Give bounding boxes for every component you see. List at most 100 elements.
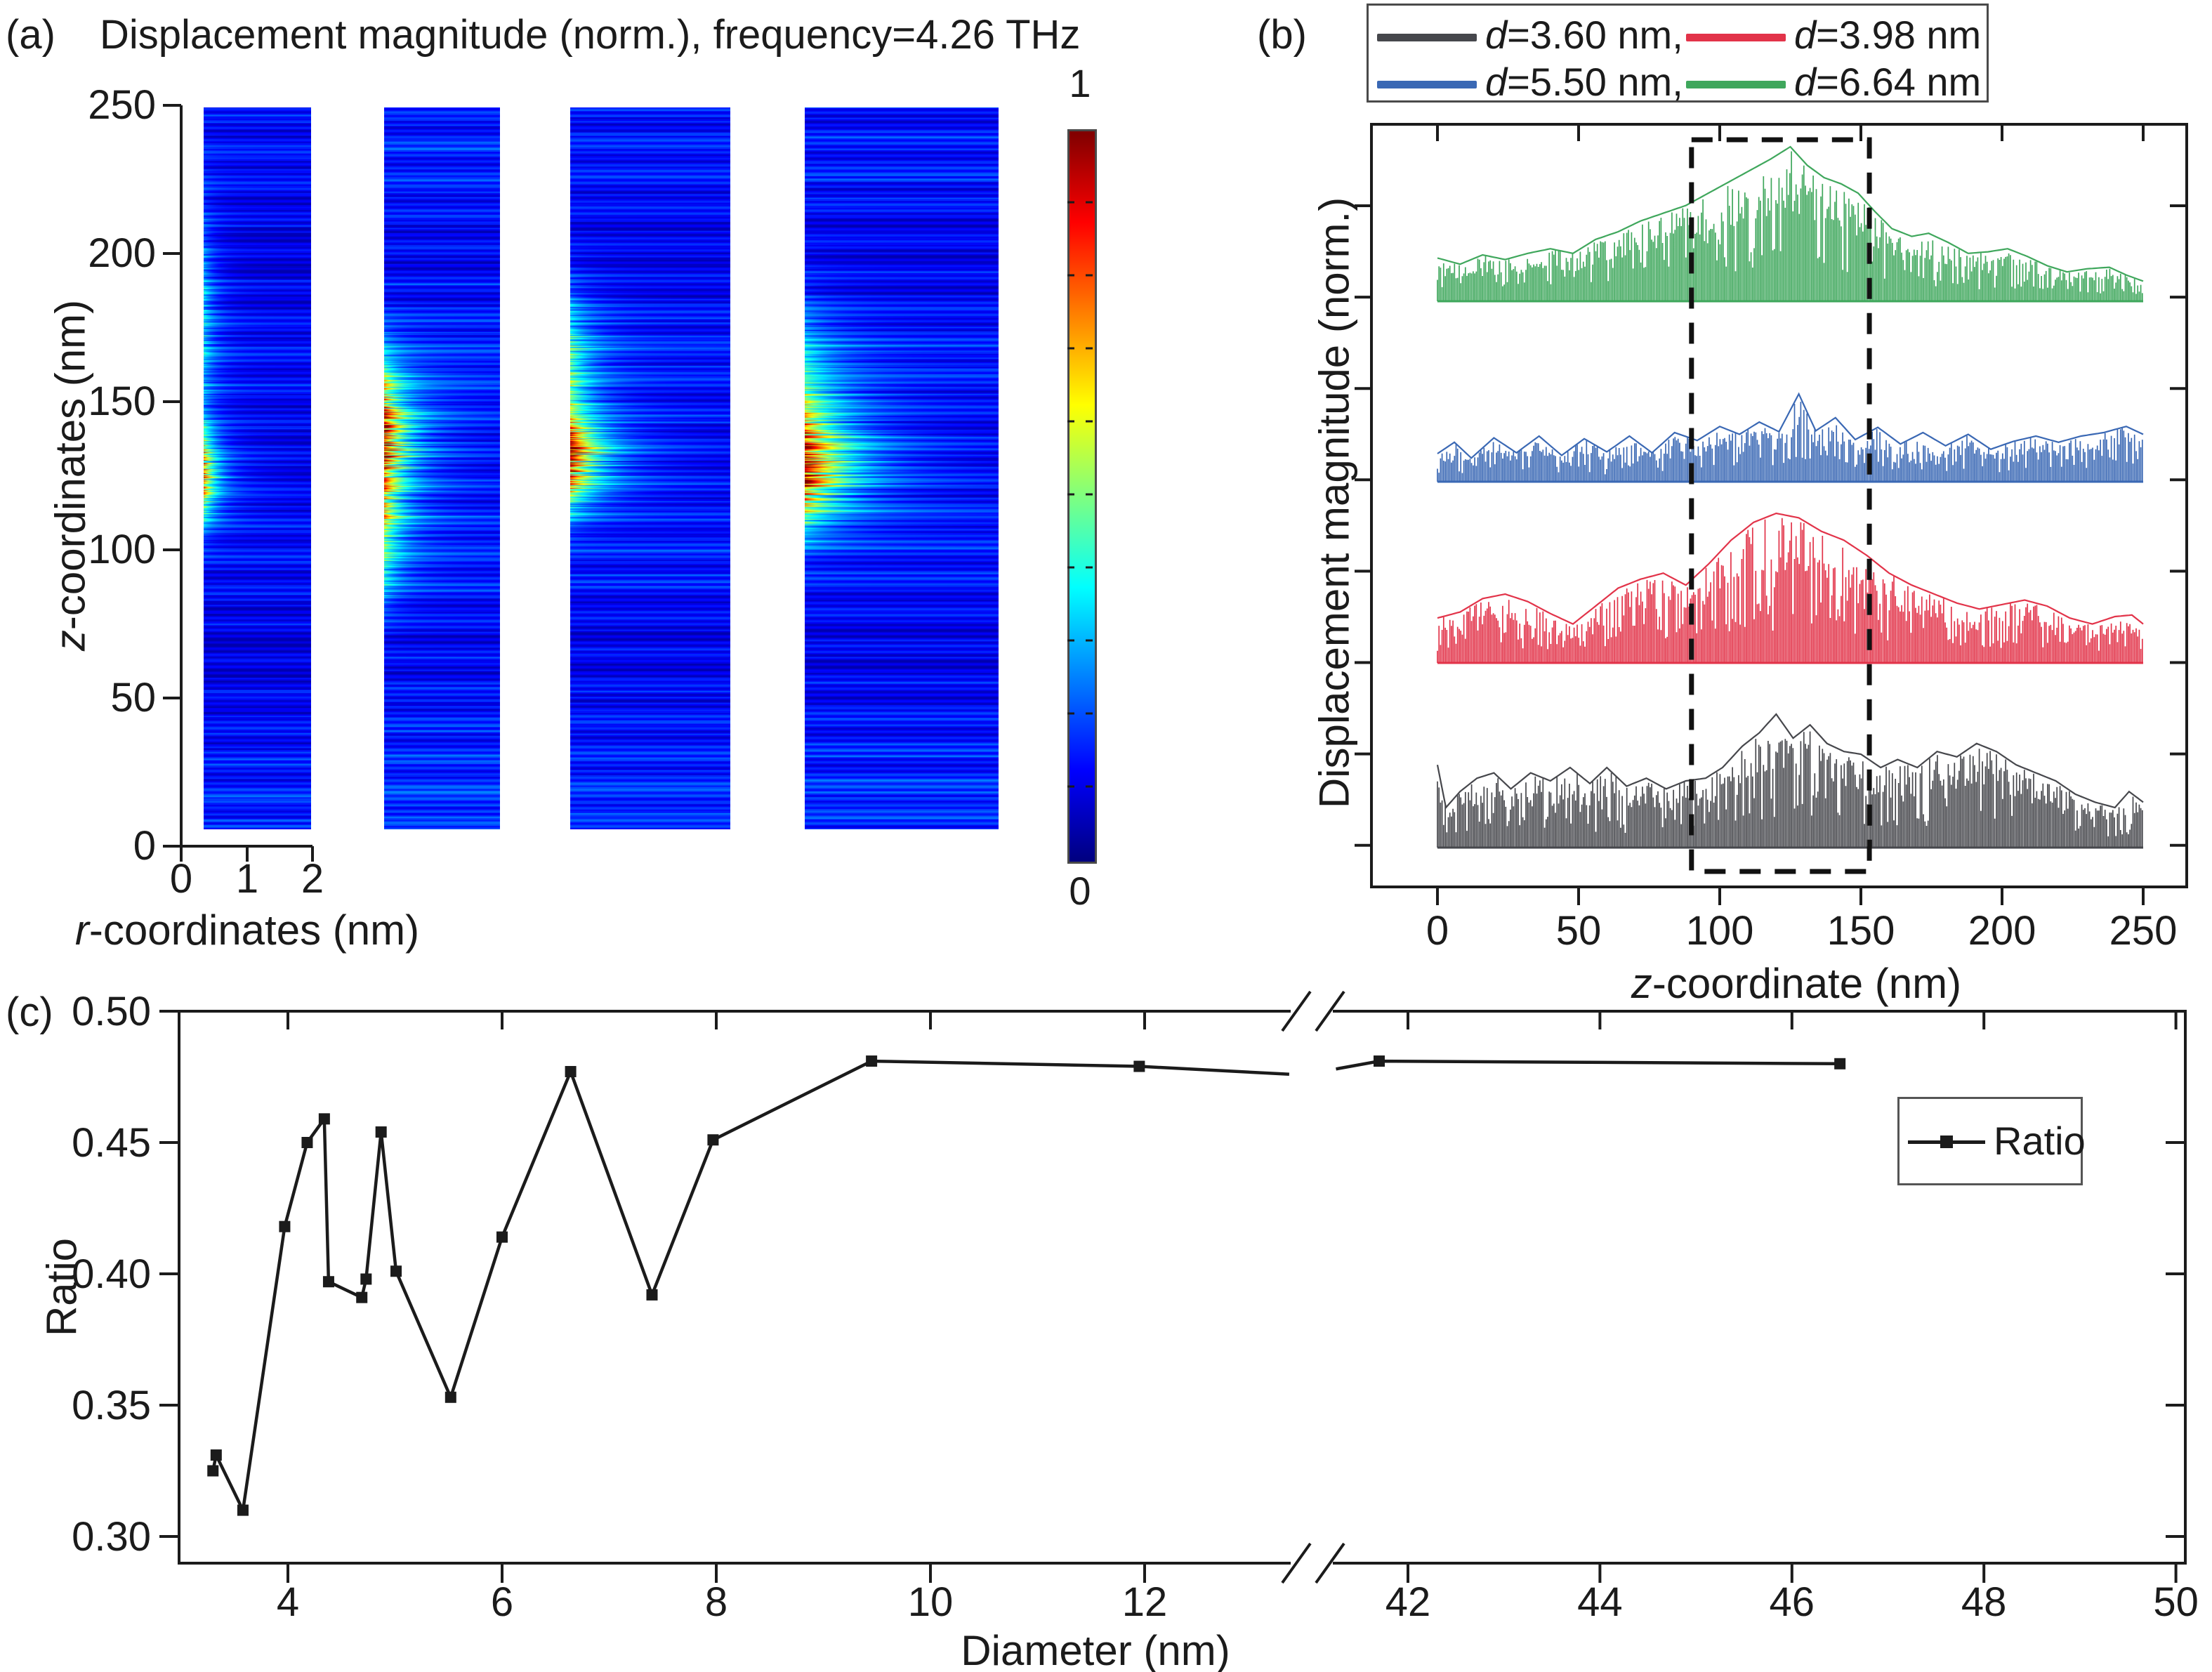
legend-label-d3.98: d=3.98 nm: [1794, 14, 1981, 56]
panel-a-y-tick: 150: [88, 378, 156, 424]
heatmap-strip-2: [384, 107, 500, 829]
panel-b-x-tick: 200: [1968, 908, 2036, 954]
panel-c-x-tick: 48: [1961, 1579, 2007, 1625]
panel-b-x-tick: 250: [2109, 908, 2178, 954]
ratio-line-left: [211, 1059, 1290, 1516]
panel-a-y-tick: 250: [88, 82, 156, 128]
trace-comb-5.50: [1437, 402, 2143, 482]
legend-var: d: [1794, 13, 1817, 57]
legend-line-d5.50: [1377, 81, 1477, 88]
legend-value: =6.64 nm: [1816, 60, 1982, 104]
panel-c-y-tick: 0.35: [72, 1383, 151, 1428]
ratio-marker: [1133, 1060, 1145, 1072]
panel-c-box-right: [1333, 1010, 2187, 1565]
legend-line-d3.98: [1686, 34, 1786, 41]
panel-a-y-tick: 50: [110, 675, 156, 720]
ratio-marker: [707, 1134, 719, 1146]
panel-c-letter: (c): [6, 989, 53, 1035]
trace-envelope-3.60: [1436, 713, 2144, 810]
panel-c-y-tick: 0.30: [72, 1514, 151, 1560]
panel-c-ticks: [159, 990, 2185, 1584]
ratio-marker: [356, 1291, 368, 1303]
ratio-marker: [207, 1465, 219, 1477]
panel-c-x-tick: 12: [1121, 1579, 1168, 1625]
panel-a-x-label-italic: r: [74, 907, 89, 954]
panel-a-letter: (a): [6, 12, 55, 58]
heatmap-strip-4: [805, 107, 999, 829]
ratio-marker: [866, 1055, 878, 1067]
panel-c-x-label: Diameter (nm): [961, 1627, 1230, 1672]
panel-a-y-tick: 100: [88, 527, 156, 572]
legend-line-d3.60: [1377, 34, 1477, 41]
panel-b-x-label: z-coordinate (nm): [1631, 959, 1961, 1008]
legend-var: d: [1485, 13, 1508, 57]
panel-c-x-tick: 42: [1385, 1579, 1431, 1625]
heatmap-strip-3: [570, 107, 730, 829]
panel-c-x-tick: 46: [1769, 1579, 1815, 1625]
panel-a-x-tick: 1: [235, 856, 259, 902]
legend-line-d6.64: [1686, 81, 1786, 88]
legend-value: =5.50 nm,: [1507, 60, 1683, 104]
panel-b-x-tick: 0: [1426, 908, 1449, 954]
legend-label-d6.64: d=6.64 nm: [1794, 61, 1981, 103]
panel-a-x-tick: 2: [301, 856, 324, 902]
panel-a-y-label: z-coordinates (nm): [46, 300, 95, 651]
panel-c-box-left: [178, 1010, 1291, 1565]
colorbar: [1067, 129, 1097, 864]
panel-c-x-tick: 4: [276, 1579, 300, 1625]
panel-a-x-label: r-coordinates (nm): [75, 906, 419, 954]
ratio-marker: [301, 1137, 313, 1148]
panel-c-x-tick: 50: [2153, 1579, 2199, 1625]
panel-b-x-tick: 100: [1685, 908, 1754, 954]
ratio-marker: [318, 1113, 330, 1125]
ratio-marker: [210, 1449, 222, 1461]
panel-a-y-label-rest: -coordinates (nm): [46, 299, 94, 631]
legend-label-d5.50: d=5.50 nm,: [1485, 61, 1683, 103]
panel-a-y-tick: 0: [133, 823, 156, 869]
panel-b-x-tick: 50: [1555, 908, 1602, 954]
panel-b-x-label-rest: -coordinate (nm): [1652, 960, 1962, 1007]
legend-value: =3.60 nm,: [1507, 13, 1683, 57]
trace-comb-3.60: [1437, 731, 2143, 848]
panel-c-x-tick: 8: [704, 1579, 728, 1625]
heatmap-strip-1: [204, 107, 311, 829]
panel-a-axes: [163, 104, 1093, 862]
panel-c-x-tick: 10: [907, 1579, 954, 1625]
panel-c-y-tick: 0.50: [72, 989, 151, 1034]
legend-value: =3.98 nm: [1816, 13, 1982, 57]
legend-label-d3.60: d=3.60 nm,: [1485, 14, 1683, 56]
panel-c-y-tick: 0.45: [72, 1120, 151, 1166]
ratio-marker: [646, 1289, 658, 1301]
ratio-marker: [237, 1504, 249, 1516]
ratio-legend-label: Ratio: [1994, 1119, 2086, 1163]
ratio-marker: [279, 1220, 291, 1232]
ratio-marker: [1373, 1055, 1385, 1067]
highlight-dashed-box: [1689, 137, 1872, 874]
ratio-marker: [390, 1265, 402, 1277]
panel-b-box: [1370, 123, 2188, 888]
colorbar-max-label: 1: [1069, 61, 1091, 105]
legend-var: d: [1794, 60, 1817, 104]
ratio-line-right: [1336, 1059, 1841, 1071]
panel-a-x-tick: 0: [169, 856, 193, 902]
trace-comb-3.98: [1437, 518, 2143, 663]
panel-b-x-label-italic: z: [1631, 960, 1652, 1007]
panel-b-letter: (b): [1257, 12, 1307, 58]
panel-a-title: Displacement magnitude (norm.), frequenc…: [100, 12, 1081, 58]
ratio-marker: [565, 1066, 577, 1078]
ratio-legend-marker: [1940, 1135, 1953, 1148]
colorbar-min-label: 0: [1069, 869, 1091, 913]
legend-var: d: [1485, 60, 1508, 104]
panel-b-ticks: [1355, 124, 2187, 905]
panel-c-x-tick: 44: [1577, 1579, 1623, 1625]
trace-envelope-6.64: [1437, 145, 2144, 282]
ratio-marker: [322, 1276, 334, 1288]
ratio-marker: [360, 1273, 372, 1285]
panel-a-x-label-rest: -coordinates (nm): [88, 907, 420, 954]
panel-a-y-label-italic: z: [46, 630, 94, 652]
ratio-marker: [375, 1126, 387, 1138]
panel-b-legend: d=3.60 nm, d=3.98 nm d=5.50 nm, d=6.64 n…: [1367, 4, 1989, 103]
panel-c-y-tick: 0.40: [72, 1251, 151, 1297]
